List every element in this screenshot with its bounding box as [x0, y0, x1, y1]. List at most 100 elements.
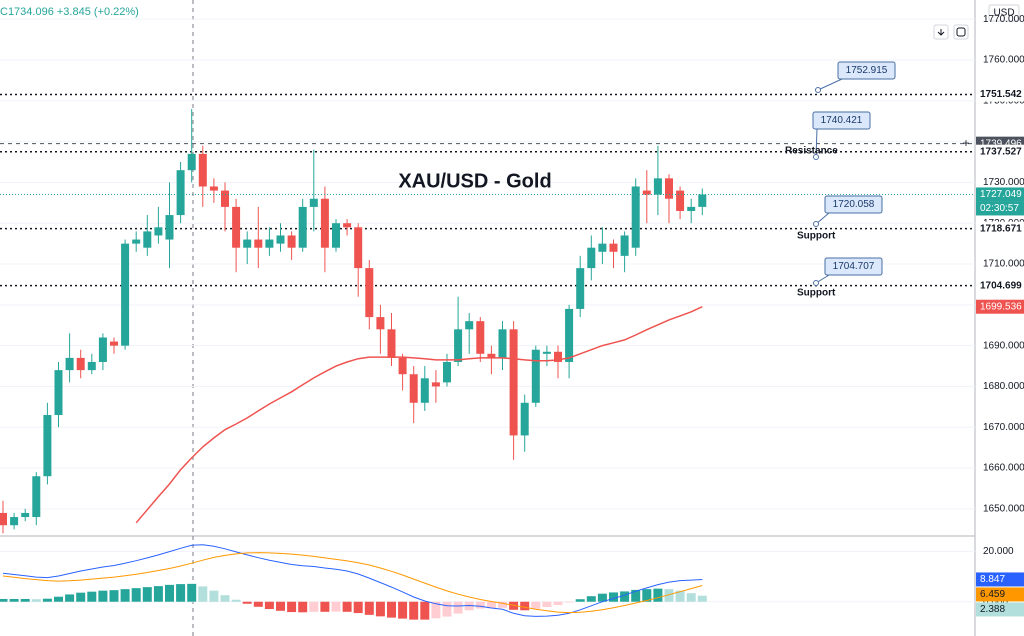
histogram-bar	[520, 601, 530, 611]
histogram-bar	[553, 601, 563, 606]
histogram-bar	[420, 601, 430, 620]
histogram-bar	[342, 601, 352, 612]
level-note: Support	[797, 288, 836, 299]
candle-body	[76, 357, 85, 371]
histogram-bar	[264, 601, 274, 610]
histogram-bar	[375, 601, 385, 617]
candle-body	[10, 517, 19, 526]
candle-body	[676, 190, 685, 211]
last-price-box	[976, 187, 1024, 202]
moving-average-price-box	[976, 299, 1024, 314]
histogram-bar	[220, 595, 230, 602]
macd-line	[2, 544, 703, 617]
indicator-value: 2.388	[980, 604, 1005, 615]
histogram-bar	[675, 590, 685, 602]
histogram-bar	[597, 593, 607, 602]
currency-label: USD	[993, 8, 1014, 19]
candle-body	[343, 223, 352, 228]
indicator-value-box	[976, 602, 1024, 617]
callout-box	[824, 257, 883, 276]
candle-body	[198, 153, 207, 187]
candle-body	[387, 329, 396, 358]
histogram-bar	[464, 601, 474, 611]
candle-body	[609, 243, 618, 252]
histogram-bar	[76, 592, 86, 602]
candle-body	[265, 239, 274, 248]
histogram-bar	[198, 586, 208, 602]
y-tick-label: 1660.000	[983, 463, 1024, 474]
level-note: Resistance	[785, 146, 838, 157]
candle-body	[487, 353, 496, 358]
histogram-bar	[542, 601, 552, 608]
level-price: 1737.527	[980, 146, 1022, 157]
candle-body	[365, 268, 374, 318]
callout-price: 1752.915	[846, 65, 888, 76]
candle-body	[309, 198, 318, 207]
histogram-bar	[0, 598, 8, 602]
candle-body	[598, 243, 607, 252]
callout-box	[812, 111, 871, 130]
crosshair-price: 1739.496	[980, 138, 1022, 149]
histogram-bar	[631, 589, 641, 602]
candle-body	[243, 239, 252, 248]
histogram-bar	[87, 591, 97, 602]
candle-body	[443, 361, 451, 383]
candle-body	[176, 170, 185, 216]
histogram-bar	[564, 601, 574, 603]
candle-body	[498, 329, 507, 358]
candle-body	[554, 351, 562, 362]
candle-body	[376, 317, 385, 330]
currency-badge[interactable]	[988, 4, 1020, 22]
candle-body	[276, 235, 285, 244]
candle-body	[542, 351, 551, 354]
level-price-box	[976, 144, 1024, 159]
candle-body	[476, 321, 485, 354]
histogram-bar	[331, 601, 341, 612]
candle-body	[620, 235, 629, 256]
y-tick-label: 20.000	[983, 546, 1014, 557]
y-tick-label: 1670.000	[983, 422, 1024, 433]
y-tick-label: 1690.000	[983, 340, 1024, 351]
histogram-bar	[320, 601, 330, 612]
histogram-bar	[276, 601, 285, 611]
histogram-bar	[253, 601, 263, 607]
histogram-bar	[353, 601, 363, 614]
candle-body	[165, 215, 174, 240]
callout-box	[837, 61, 896, 80]
histogram-bar	[176, 584, 186, 602]
histogram-bar	[475, 601, 485, 609]
histogram-bar	[153, 586, 163, 602]
candle-body	[54, 370, 63, 416]
candle-body	[98, 337, 107, 362]
candle-body	[332, 223, 340, 248]
y-tick-label: 1710.000	[983, 259, 1024, 270]
histogram-bar	[409, 601, 419, 620]
candle-body	[65, 357, 74, 371]
histogram-bar	[165, 584, 174, 602]
candle-body	[21, 512, 30, 518]
y-tick-label: 1770.000	[983, 14, 1024, 25]
quote-readout: C1734.096 +3.845 (+0.22%)	[0, 6, 139, 18]
candle-body	[354, 227, 363, 269]
candle-body	[520, 402, 529, 436]
callout-pointer	[815, 128, 818, 158]
histogram-bar	[9, 598, 19, 602]
histogram-bar	[431, 601, 441, 619]
macd-line	[2, 552, 703, 614]
y-tick-label: 1730.000	[983, 177, 1024, 188]
histogram-bar	[209, 590, 219, 602]
histogram-bar	[131, 588, 141, 602]
candle-body	[454, 329, 463, 362]
callout-price: 1704.707	[833, 261, 875, 272]
callout-anchor	[813, 280, 819, 286]
y-tick-label: 1760.000	[983, 55, 1024, 66]
fullscreen-button[interactable]	[953, 24, 969, 40]
fullscreen-icon	[956, 27, 966, 37]
candle-body	[254, 239, 263, 248]
histogram-bar	[609, 592, 618, 602]
candle-body	[509, 329, 518, 436]
histogram-bar	[686, 593, 696, 602]
callout-anchor	[813, 154, 819, 160]
